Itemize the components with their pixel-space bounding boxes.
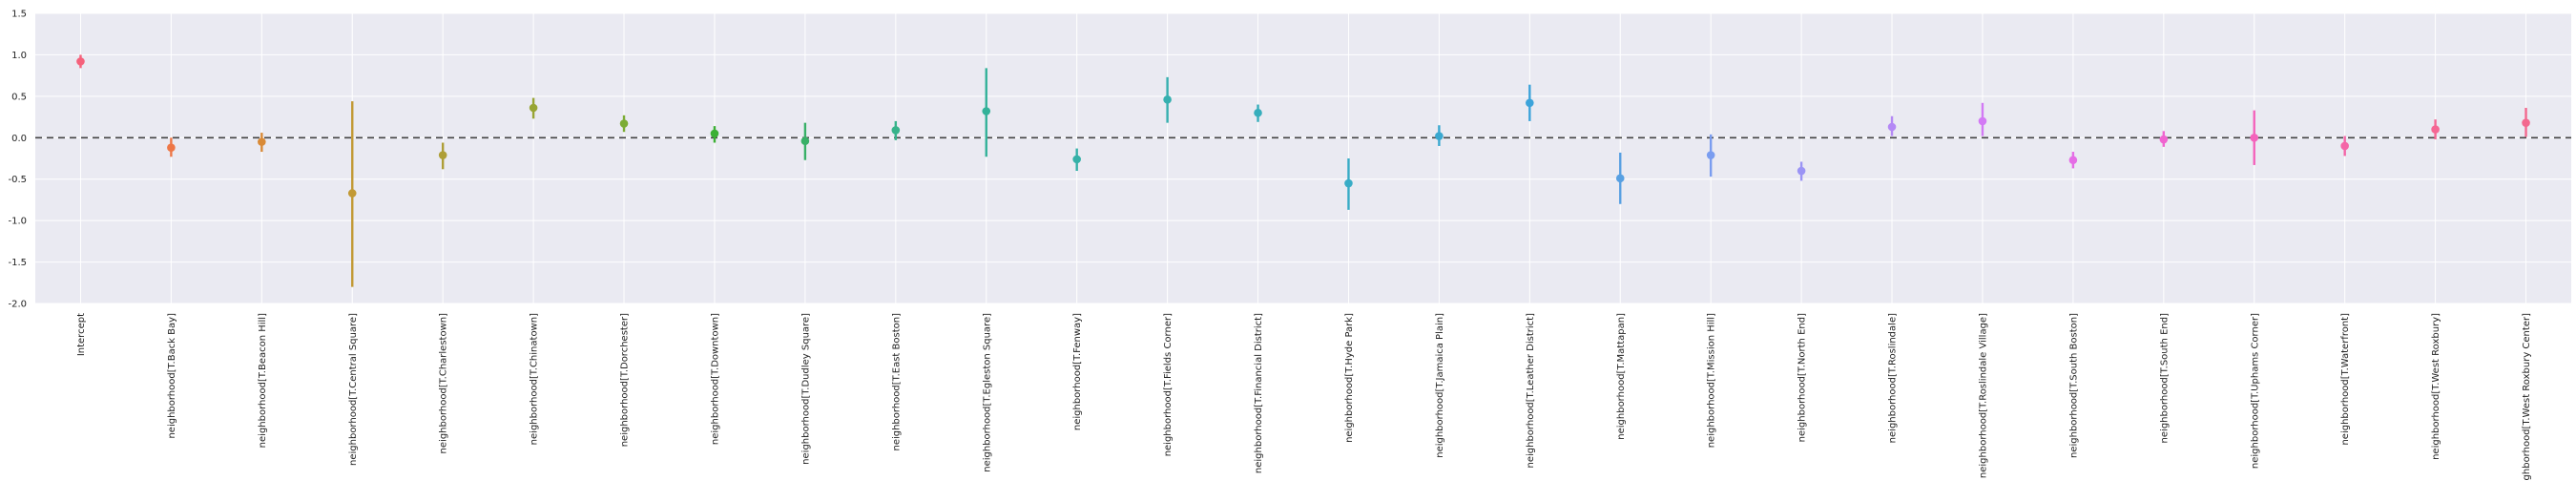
point-estimate xyxy=(619,119,629,128)
point-estimate xyxy=(2340,141,2349,151)
point-estimate xyxy=(167,143,176,153)
x-tick-label: neighborhood[T.Financial District] xyxy=(1254,313,1264,473)
point-estimate xyxy=(1254,108,1262,117)
y-tick-label: -1.5 xyxy=(8,258,27,268)
point-estimate xyxy=(258,137,266,146)
x-tick-label: neighborhood[T.Central Square] xyxy=(348,313,359,466)
y-tick-label: -2.0 xyxy=(8,300,27,310)
y-tick-label: -1.0 xyxy=(8,217,27,227)
x-tick-label: neighborhood[T.West Roxbury Center] xyxy=(2522,313,2532,481)
point-estimate xyxy=(1435,132,1444,140)
point-estimate xyxy=(2159,135,2169,144)
point-estimate xyxy=(2250,133,2259,142)
y-tick-label: 0.5 xyxy=(11,92,27,102)
y-tick-label: 1.0 xyxy=(11,51,27,61)
x-tick-label: neighborhood[T.Jamaica Plain] xyxy=(1435,313,1445,458)
x-tick-label: neighborhood[T.Fenway] xyxy=(1072,313,1083,430)
point-estimate xyxy=(1797,166,1806,176)
point-estimate xyxy=(529,103,538,113)
x-tick-label: Intercept xyxy=(76,313,87,356)
x-tick-label: neighborhood[T.North End] xyxy=(1797,313,1808,442)
x-tick-label: neighborhood[T.Waterfront] xyxy=(2340,313,2351,446)
point-estimate xyxy=(1072,155,1081,164)
point-estimate xyxy=(1344,178,1353,188)
x-tick-label: neighborhood[T.South Boston] xyxy=(2068,313,2079,458)
point-estimate xyxy=(1978,116,1987,126)
point-estimate xyxy=(438,151,447,159)
point-estimate xyxy=(1706,151,1715,159)
x-tick-label: neighborhood[T.Fields Corner] xyxy=(1163,313,1174,456)
point-estimate xyxy=(1615,174,1625,183)
x-tick-label: neighborhood[T.Chinatown] xyxy=(530,313,540,445)
x-tick-label: neighborhood[T.Dorchester] xyxy=(620,313,631,447)
point-estimate xyxy=(347,189,357,198)
y-tick-label: -0.5 xyxy=(8,175,27,185)
x-tick-label: neighborhood[T.Dudley Square] xyxy=(800,313,811,465)
x-tick-label: neighborhood[T.Egleston Square] xyxy=(982,313,992,472)
x-tick-label: neighborhood[T.South End] xyxy=(2159,313,2170,444)
x-tick-label: neighborhood[T.Mattapan] xyxy=(1616,313,1627,440)
x-axis-ticks: Intercept neighborhood[T.Back Bay] neighbo… xyxy=(76,313,2532,481)
point-estimate xyxy=(1163,95,1172,104)
point-estimate xyxy=(1887,122,1897,132)
x-tick-label: neighborhood[T.East Boston] xyxy=(891,313,902,451)
point-estimates xyxy=(76,57,2530,198)
point-estimate xyxy=(76,57,85,66)
y-axis-ticks: -2.0 -1.5 -1.0 -0.5 0.0 0.5 1.0 1.5 xyxy=(8,10,27,310)
x-tick-label: neighborhood[T.Charlestown] xyxy=(439,313,449,454)
point-estimate xyxy=(2431,125,2440,134)
point-estimate xyxy=(891,126,901,135)
x-tick-label: neighborhood[T.Mission Hill] xyxy=(1707,313,1717,448)
y-tick-label: 0.0 xyxy=(11,134,27,144)
x-tick-label: neighborhood[T.Hyde Park] xyxy=(1344,313,1355,443)
x-tick-label: neighborhood[T.Downtown] xyxy=(710,313,720,445)
x-tick-label: neighborhood[T.Roslindale Village] xyxy=(1978,313,1988,478)
plot-background xyxy=(35,13,2571,303)
x-tick-label: neighborhood[T.Leather District] xyxy=(1526,313,1536,469)
x-tick-label: neighborhood[T.Beacon Hill] xyxy=(258,313,268,448)
point-estimate xyxy=(1526,98,1534,108)
x-tick-label: neighborhood[T.Uphams Corner] xyxy=(2250,313,2260,469)
x-tick-label: neighborhood[T.West Roxbury] xyxy=(2431,313,2441,460)
point-estimate xyxy=(800,136,810,146)
point-estimate xyxy=(2522,118,2530,127)
x-tick-label: neighborhood[T.Back Bay] xyxy=(167,313,177,439)
y-tick-label: 1.5 xyxy=(11,10,27,20)
point-estimate xyxy=(710,129,719,138)
x-tick-label: neighborhood[T.Roslindale] xyxy=(1888,313,1899,443)
point-estimate xyxy=(982,107,991,115)
point-estimate xyxy=(2068,156,2078,165)
